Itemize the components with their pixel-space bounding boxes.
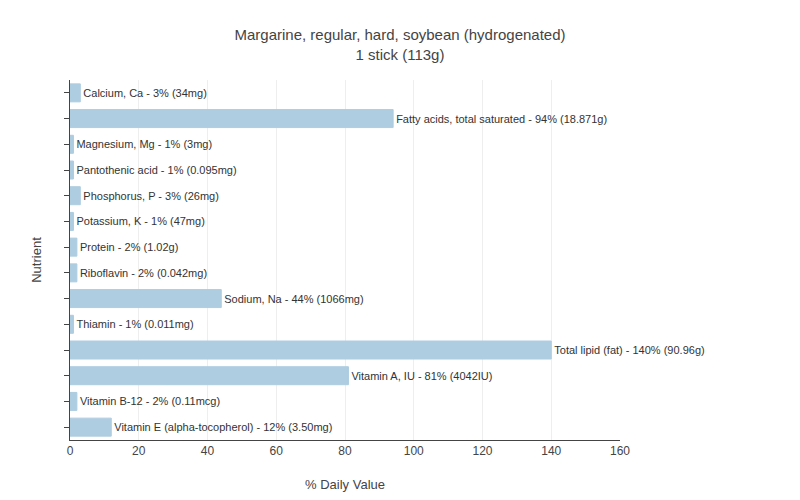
svg-text:0: 0: [67, 444, 74, 458]
svg-text:160: 160: [610, 444, 630, 458]
svg-text:Riboflavin - 2% (0.042mg): Riboflavin - 2% (0.042mg): [80, 267, 207, 279]
svg-text:Sodium, Na - 44% (1066mg): Sodium, Na - 44% (1066mg): [224, 293, 363, 305]
svg-text:Calcium, Ca - 3% (34mg): Calcium, Ca - 3% (34mg): [83, 87, 206, 99]
svg-text:60: 60: [270, 444, 284, 458]
svg-text:Vitamin A, IU - 81% (4042IU): Vitamin A, IU - 81% (4042IU): [351, 370, 492, 382]
svg-text:Margarine, regular, hard, soyb: Margarine, regular, hard, soybean (hydro…: [234, 26, 565, 63]
svg-text:Magnesium, Mg - 1% (3mg): Magnesium, Mg - 1% (3mg): [76, 138, 212, 150]
svg-text:Total lipid (fat) - 140% (90.9: Total lipid (fat) - 140% (90.96g): [554, 344, 704, 356]
svg-text:40: 40: [201, 444, 215, 458]
svg-text:Vitamin B-12 - 2% (0.11mcg): Vitamin B-12 - 2% (0.11mcg): [80, 395, 220, 407]
svg-text:Nutrient: Nutrient: [29, 237, 44, 283]
svg-text:140: 140: [541, 444, 561, 458]
svg-text:Pantothenic acid - 1% (0.095mg: Pantothenic acid - 1% (0.095mg): [76, 164, 236, 176]
svg-text:100: 100: [404, 444, 424, 458]
svg-text:120: 120: [472, 444, 492, 458]
svg-text:Vitamin E (alpha-tocopherol) -: Vitamin E (alpha-tocopherol) - 12% (3.50…: [114, 421, 332, 433]
svg-text:Potassium, K - 1% (47mg): Potassium, K - 1% (47mg): [76, 215, 204, 227]
svg-text:% Daily Value: % Daily Value: [305, 477, 385, 492]
svg-text:Phosphorus, P - 3% (26mg): Phosphorus, P - 3% (26mg): [83, 190, 219, 202]
svg-text:Protein - 2% (1.02g): Protein - 2% (1.02g): [80, 241, 178, 253]
svg-text:80: 80: [338, 444, 352, 458]
svg-text:20: 20: [132, 444, 146, 458]
svg-text:Thiamin - 1% (0.011mg): Thiamin - 1% (0.011mg): [76, 318, 193, 330]
svg-text:Fatty acids, total saturated -: Fatty acids, total saturated - 94% (18.8…: [396, 113, 607, 125]
